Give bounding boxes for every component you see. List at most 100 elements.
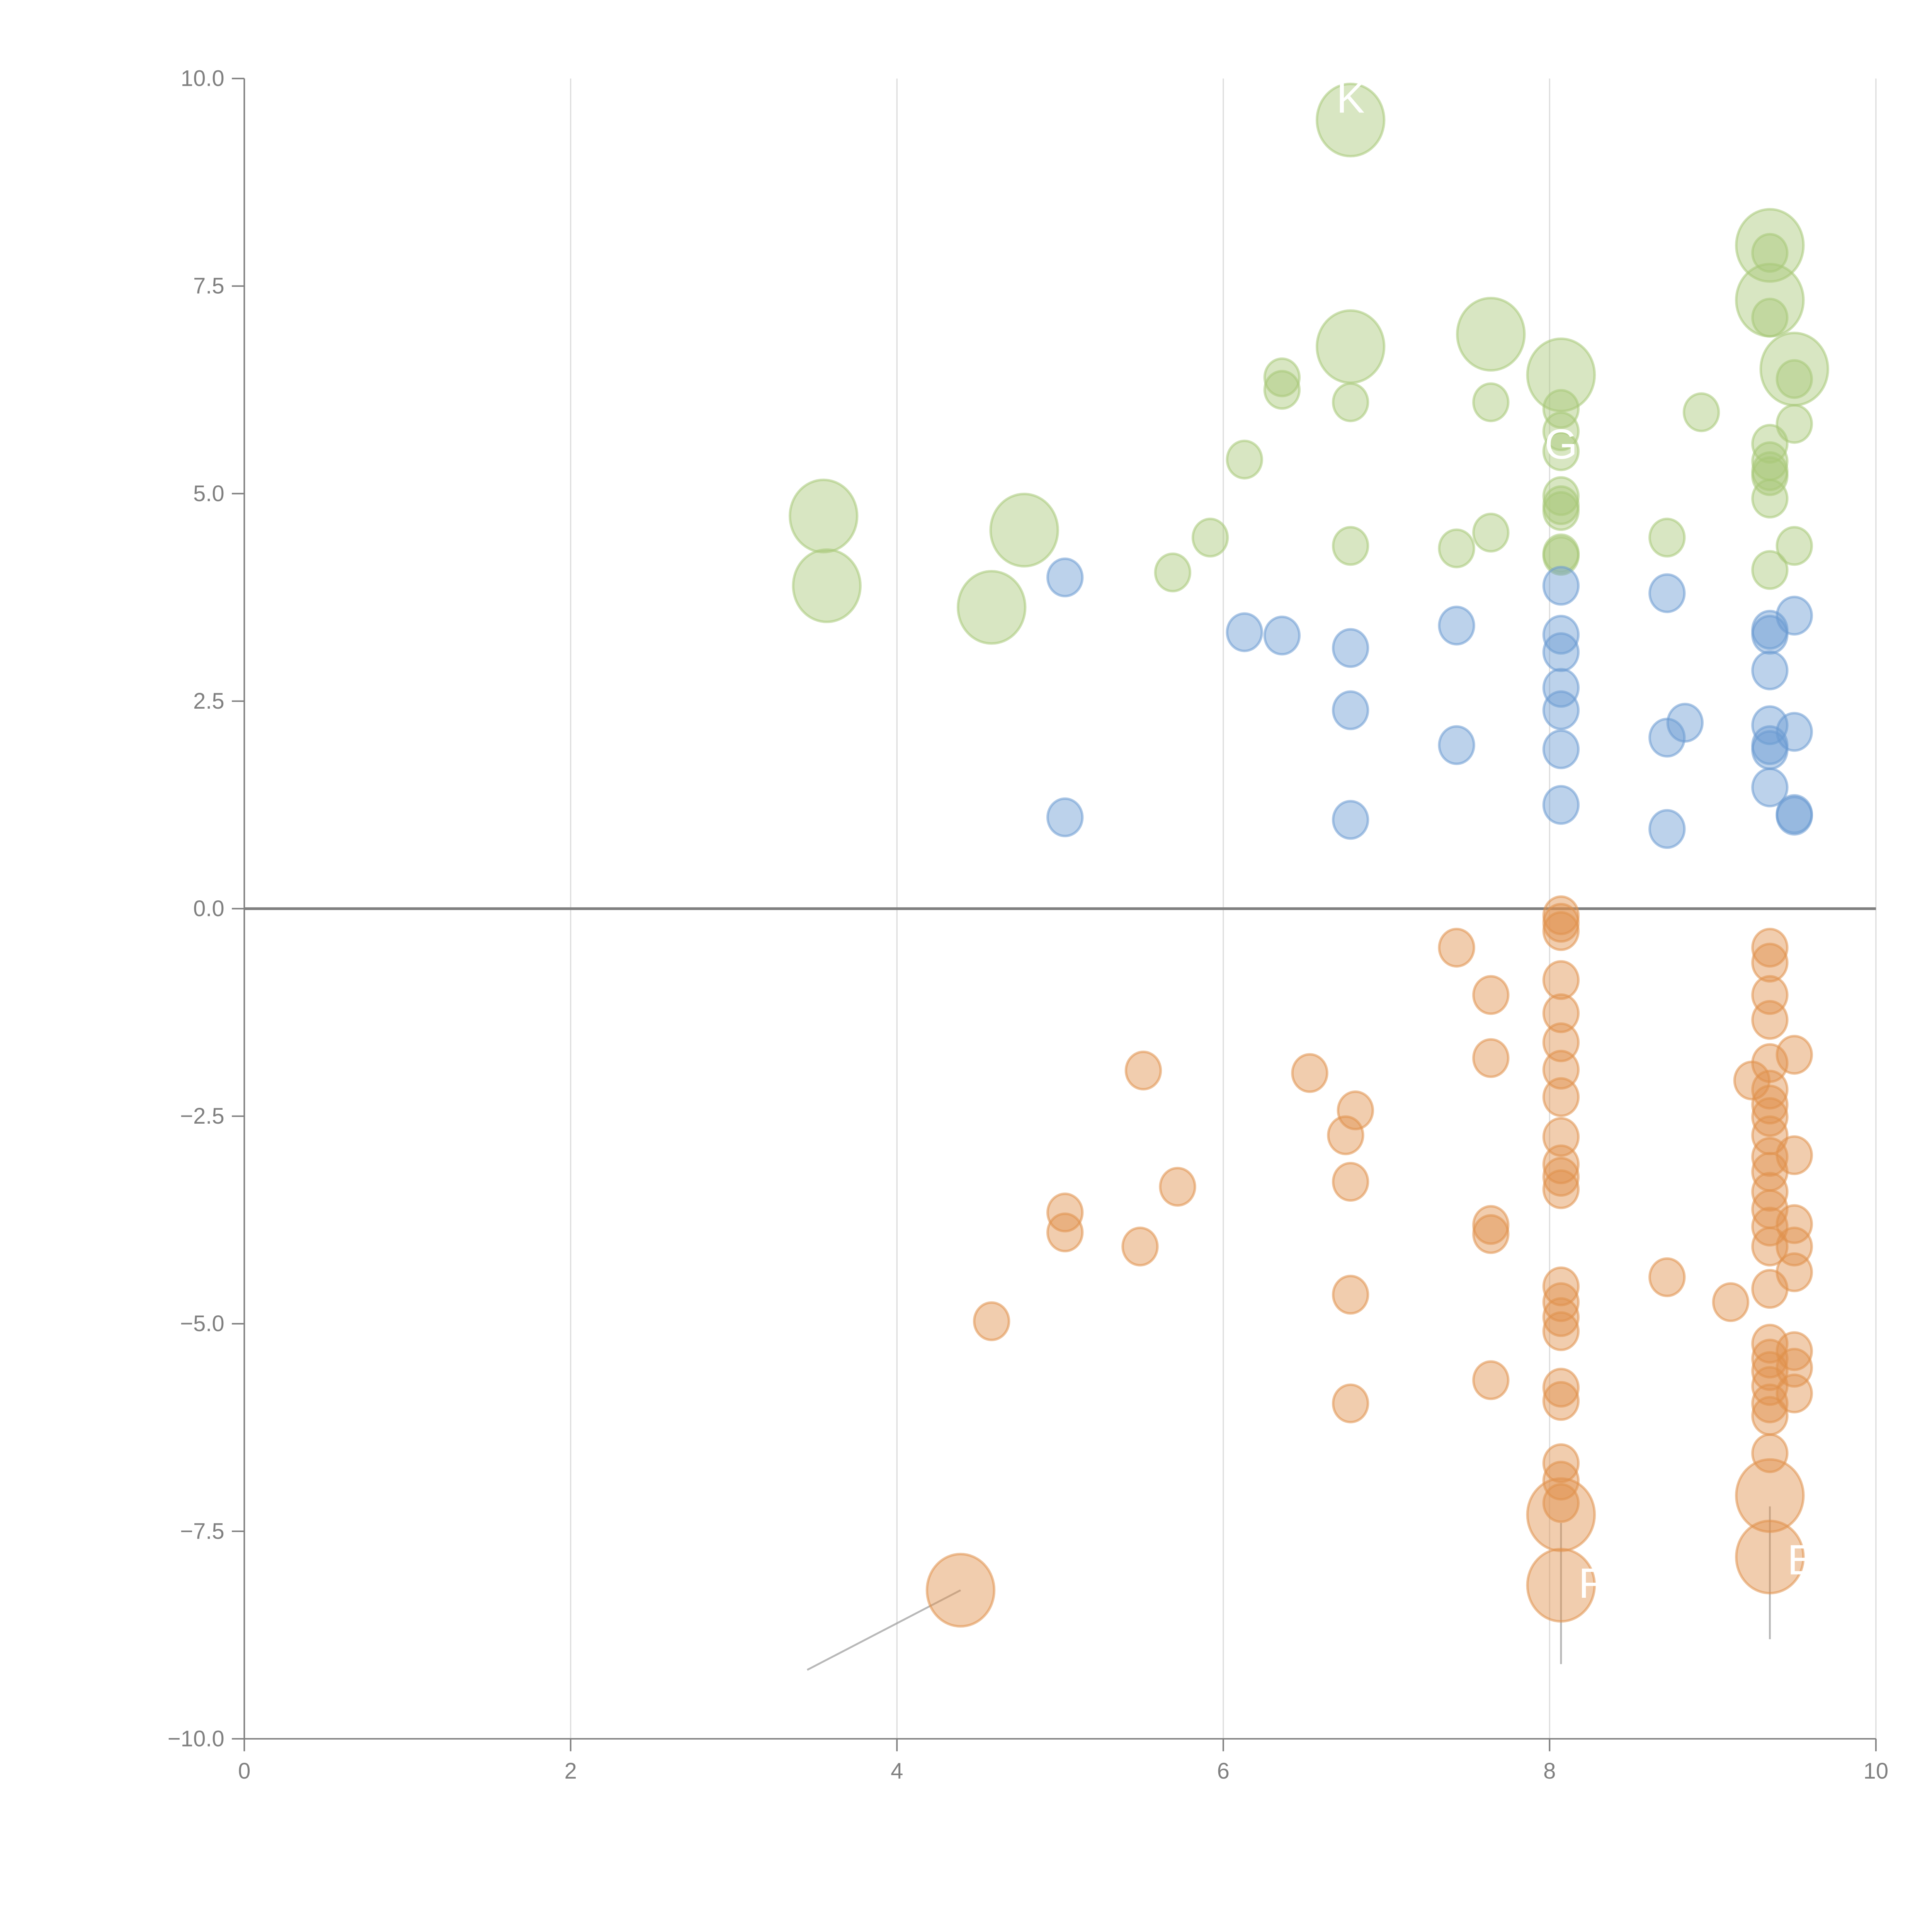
y-tick-label: −5.0 bbox=[180, 1311, 224, 1336]
bubble-point bbox=[1735, 1519, 1805, 1595]
bubble-point bbox=[1332, 1162, 1369, 1202]
bubble-point bbox=[1776, 595, 1813, 636]
bubble-point bbox=[1526, 337, 1596, 412]
point-label: K bbox=[1337, 75, 1365, 122]
bubble-point bbox=[792, 548, 862, 623]
bubble-point bbox=[1751, 1085, 1789, 1125]
bubble-point bbox=[1332, 526, 1369, 566]
bubble-point bbox=[1154, 552, 1192, 593]
data-points bbox=[789, 82, 1829, 1628]
bubble-point bbox=[1542, 1049, 1580, 1090]
bubble-point bbox=[1332, 800, 1369, 840]
bubble-point bbox=[973, 1301, 1010, 1341]
y-tick-label: −7.5 bbox=[180, 1519, 224, 1544]
bubble-point bbox=[1472, 1205, 1510, 1245]
bubble-point bbox=[1542, 1077, 1580, 1117]
bubble-point bbox=[925, 1553, 996, 1628]
bubble-point bbox=[1542, 1156, 1580, 1197]
bubble-point bbox=[1472, 382, 1510, 422]
bubble-point bbox=[1751, 423, 1789, 464]
bubble-point bbox=[1332, 382, 1369, 422]
bubble-point bbox=[1191, 517, 1229, 558]
bubble-point bbox=[1046, 1212, 1084, 1253]
bubble-point bbox=[1735, 1458, 1805, 1533]
x-tick-label: 4 bbox=[891, 1759, 903, 1784]
y-tick-label: 2.5 bbox=[193, 689, 224, 714]
bubble-point bbox=[1472, 975, 1510, 1015]
series-2 bbox=[925, 895, 1813, 1628]
bubble-point bbox=[1542, 1367, 1580, 1408]
bubble-point bbox=[1712, 1282, 1750, 1322]
leader-line bbox=[806, 1589, 961, 1671]
bubble-point bbox=[1542, 960, 1580, 1000]
y-tick-label: −10.0 bbox=[168, 1726, 224, 1751]
bubble-point bbox=[1648, 573, 1686, 613]
bubble-point bbox=[1542, 1381, 1580, 1421]
point-label: E bbox=[1787, 1537, 1816, 1584]
bubble-point bbox=[1542, 911, 1580, 951]
bubble-point bbox=[1542, 1483, 1580, 1523]
bubble-point bbox=[1226, 439, 1263, 480]
bubble-point bbox=[1776, 359, 1813, 399]
bubble-point bbox=[1542, 1443, 1580, 1483]
x-tick-label: 6 bbox=[1217, 1759, 1230, 1784]
bubble-point bbox=[1542, 1169, 1580, 1209]
bubble-point bbox=[1776, 796, 1813, 836]
bubble-point bbox=[1542, 491, 1580, 531]
bubble-point bbox=[1263, 357, 1301, 398]
bubble-point bbox=[1332, 690, 1369, 730]
bubble-point bbox=[1315, 309, 1386, 384]
bubble-point bbox=[1542, 1022, 1580, 1063]
bubble-point bbox=[1542, 1117, 1580, 1157]
bubble-point bbox=[1751, 298, 1789, 338]
point-label: G bbox=[1544, 421, 1577, 468]
bubble-point bbox=[1751, 927, 1789, 968]
x-tick-label: 10 bbox=[1864, 1759, 1889, 1784]
bubble-point bbox=[1124, 1050, 1162, 1091]
bubble-point bbox=[1472, 1360, 1510, 1400]
x-tick-label: 8 bbox=[1543, 1759, 1556, 1784]
bubble-point bbox=[1046, 797, 1084, 837]
bubble-point bbox=[1542, 615, 1580, 655]
bubble-point bbox=[1291, 1053, 1328, 1093]
bubble-point bbox=[989, 493, 1059, 568]
bubble-point bbox=[1648, 809, 1686, 849]
bubble-point bbox=[1751, 1338, 1789, 1379]
bubble-point bbox=[1542, 536, 1580, 576]
bubble-point bbox=[1159, 1167, 1196, 1207]
bubble-point bbox=[1438, 725, 1475, 765]
y-tick-label: 5.0 bbox=[193, 481, 224, 506]
point-label: F bbox=[1578, 1560, 1604, 1607]
y-tick-label: 10.0 bbox=[181, 66, 224, 91]
y-tick-label: −2.5 bbox=[180, 1104, 224, 1129]
bubble-point bbox=[1121, 1226, 1159, 1267]
x-tick-label: 2 bbox=[565, 1759, 577, 1784]
bubble-point bbox=[1542, 785, 1580, 825]
bubble-point bbox=[1542, 1297, 1580, 1337]
bubble-point bbox=[1542, 1282, 1580, 1322]
bubble-point bbox=[1751, 233, 1789, 273]
bubble-point bbox=[1438, 927, 1475, 968]
bubble-point bbox=[1751, 1323, 1789, 1364]
bubble-point bbox=[1438, 528, 1475, 568]
bubble-point bbox=[1472, 512, 1510, 553]
bubble-point bbox=[1542, 411, 1580, 451]
bubble-point bbox=[1751, 1433, 1789, 1473]
leader-lines bbox=[806, 1506, 1771, 1671]
bubble-point bbox=[1526, 1548, 1596, 1623]
series-1 bbox=[1046, 557, 1813, 849]
bubble-point bbox=[1682, 392, 1720, 432]
bubble-point bbox=[1332, 628, 1369, 668]
bubble-point bbox=[1776, 1204, 1813, 1244]
bubble-point bbox=[1472, 1038, 1510, 1078]
bubble-point bbox=[1337, 1090, 1374, 1131]
bubble-point bbox=[1776, 1252, 1813, 1293]
bubble-point bbox=[1776, 1035, 1813, 1075]
bubble-point bbox=[1751, 1070, 1789, 1110]
bubble-point bbox=[1542, 1266, 1580, 1306]
bubble-point bbox=[1456, 297, 1526, 372]
bubble-point bbox=[1472, 1214, 1510, 1254]
bubble-point bbox=[789, 478, 859, 554]
bubble-point bbox=[1542, 668, 1580, 708]
ticks: 0 2 4 6 8 10 10.0 7.5 5.0 2.5 0.0 −2.5 −5.0 −7.5 −10.0 bbox=[168, 66, 1888, 1784]
